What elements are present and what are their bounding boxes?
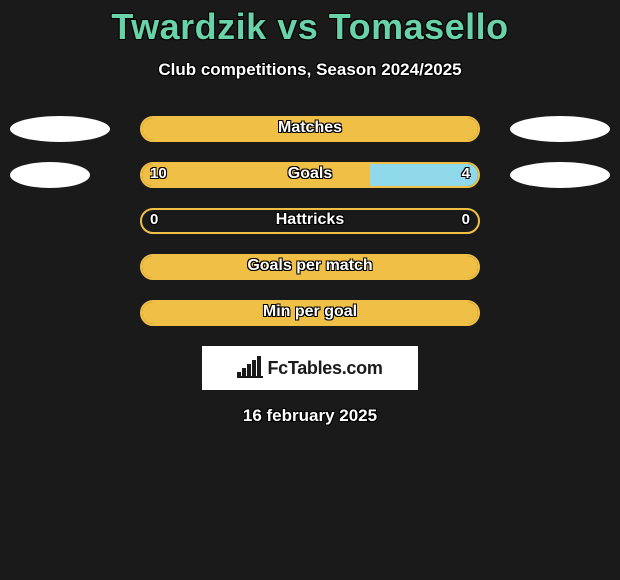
player2-ellipse — [510, 162, 610, 188]
subtitle: Club competitions, Season 2024/2025 — [0, 60, 620, 80]
vs-separator: vs — [277, 6, 318, 47]
stat-bar-fill-left — [142, 164, 370, 186]
stat-row-goals: Goals104 — [0, 162, 620, 188]
logo-text: FcTables.com — [267, 358, 382, 379]
player1-ellipse — [10, 116, 110, 142]
stat-row-goals_per_match: Goals per match — [0, 254, 620, 280]
stat-rows: Matches Goals104 Hattricks00 Goals per matc… — [0, 116, 620, 326]
stat-bar-fill-right — [370, 164, 478, 186]
stat-row-min_per_goal: Min per goal — [0, 300, 620, 326]
stat-bar-track — [140, 254, 480, 280]
stat-bar-track — [140, 162, 480, 188]
page-title: Twardzik vs Tomasello — [0, 6, 620, 48]
player2-name: Tomasello — [329, 6, 509, 47]
stat-row-hattricks: Hattricks00 — [0, 208, 620, 234]
stat-bar-fill-left — [142, 118, 478, 140]
logo-chart-icon — [237, 358, 263, 378]
stat-bar-track — [140, 300, 480, 326]
stat-row-matches: Matches — [0, 116, 620, 142]
player2-ellipse — [510, 116, 610, 142]
stat-bar-fill-left — [142, 256, 478, 278]
logo-box: FcTables.com — [202, 346, 418, 390]
footer-date: 16 february 2025 — [0, 406, 620, 426]
stat-bar-track — [140, 208, 480, 234]
stat-bar-fill-left — [142, 302, 478, 324]
comparison-infographic: Twardzik vs Tomasello Club competitions,… — [0, 0, 620, 580]
player1-name: Twardzik — [111, 6, 266, 47]
stat-bar-track — [140, 116, 480, 142]
player1-ellipse — [10, 162, 90, 188]
